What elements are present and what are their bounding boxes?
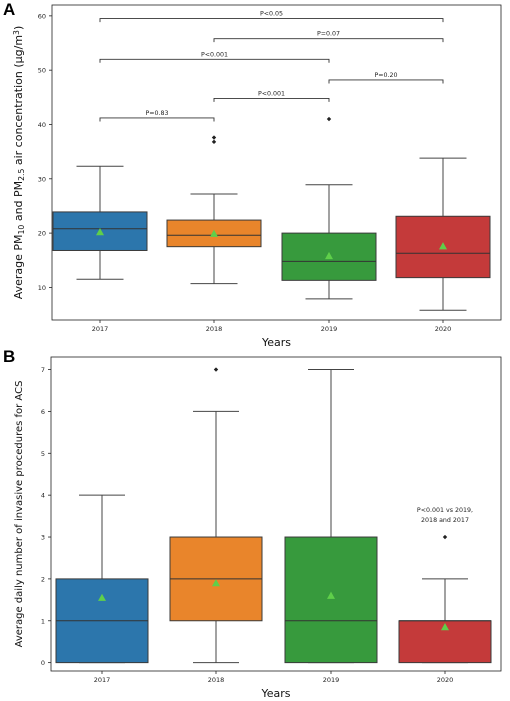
panel-b-label: B <box>3 347 16 366</box>
bracket-line <box>99 18 444 23</box>
chart1-ytick-label: 1 <box>41 617 45 625</box>
chart-a: 10 20 30 40 50 60 2017 2018 2019 2020 Years Average… <box>12 4 502 349</box>
chart0-significance-bracket: P<0.001 <box>213 90 330 102</box>
chart1-xtick-label: 2017 <box>94 676 111 684</box>
p-value-label: P<0.05 <box>260 11 283 18</box>
mean-marker <box>439 242 447 250</box>
chart0-box-2018 <box>166 135 262 285</box>
chart0-box-2020 <box>395 157 491 311</box>
panel-b: B 0 1 2 3 4 5 6 7 2017 2018 2019 2020 Years Average d… <box>0 347 510 701</box>
mean-marker <box>96 228 104 236</box>
box-body <box>284 536 378 664</box>
chart1-note-line: 2018 and 2017 <box>421 517 469 524</box>
chart0-xtick-label: 2017 <box>92 325 109 333</box>
outlier-point <box>211 139 217 145</box>
chart0-ytick-label: 30 <box>38 175 46 183</box>
chart0-xtick-label: 2020 <box>435 325 452 333</box>
chart1-ytick-label: 4 <box>41 492 45 500</box>
chart0-ytick-label: 10 <box>38 284 46 292</box>
p-value-label: P<0.001 <box>201 51 228 58</box>
chart1-box-2019 <box>284 369 378 664</box>
chart1-ytick-label: 7 <box>41 366 45 374</box>
outlier-point <box>213 367 219 372</box>
chart0-significance-bracket: P=0.83 <box>99 110 215 122</box>
mean-marker <box>327 591 335 599</box>
p-value-label: P=0.83 <box>145 110 168 117</box>
p-value-label: P=0.20 <box>374 72 397 79</box>
bracket-line <box>328 79 444 84</box>
chart1-box-2017 <box>55 494 149 664</box>
chart0-significance-bracket: P=0.20 <box>328 72 444 84</box>
chart1-ytick-label: 3 <box>41 534 45 542</box>
panel-a: A 10 20 30 40 50 60 2017 2018 2019 2020 Years Avera… <box>0 0 510 350</box>
chart1-ytick-label: 2 <box>41 575 45 583</box>
mean-marker <box>212 579 220 587</box>
bracket-line <box>99 58 330 63</box>
outlier-point <box>326 116 332 122</box>
mean-marker <box>210 229 218 237</box>
chart1-xtick-label: 2019 <box>323 676 340 684</box>
p-value-label: P=0.07 <box>317 31 340 38</box>
mean-marker <box>98 593 106 601</box>
chart0-xtick-label: 2019 <box>321 325 338 333</box>
chart0-ytick-label: 60 <box>38 12 46 20</box>
chart1-ytick-label: 0 <box>41 659 45 667</box>
chart1-ytick-label: 5 <box>41 450 45 458</box>
chart1-box-2020 <box>398 534 492 664</box>
chart0-significance-bracket: P<0.05 <box>99 11 444 23</box>
chart0-significance-bracket: P=0.07 <box>213 31 444 43</box>
bracket-line <box>213 38 444 43</box>
chart0-ytick-label: 20 <box>38 230 46 238</box>
chart0-y-axis-label: Average PM10 and PM2.5 air concentration… <box>12 26 26 300</box>
chart0-plot-frame <box>51 4 502 321</box>
chart1-note-line: P<0.001 vs 2019, <box>417 507 473 514</box>
chart0-ytick-label: 50 <box>38 67 46 75</box>
chart1-plot-frame <box>50 356 502 672</box>
chart0-significance-bracket: P<0.001 <box>99 51 330 63</box>
p-value-label: P<0.001 <box>258 90 285 97</box>
mean-marker <box>441 623 449 631</box>
chart1-x-axis-label: Years <box>260 687 290 700</box>
chart1-xtick-label: 2018 <box>208 676 225 684</box>
outlier-point <box>442 534 448 540</box>
chart1-ytick-label: 6 <box>41 408 45 416</box>
chart0-ytick-label: 40 <box>38 121 46 129</box>
chart1-box-2018 <box>169 367 263 664</box>
bracket-line <box>213 97 330 102</box>
bracket-line <box>99 117 215 122</box>
chart0-box-2017 <box>52 165 148 280</box>
mean-marker <box>325 251 333 260</box>
chart1-xtick-label: 2020 <box>437 676 454 684</box>
panel-a-label: A <box>3 0 16 19</box>
chart0-x-axis-label: Years <box>261 336 291 349</box>
chart-b: 0 1 2 3 4 5 6 7 2017 2018 2019 2020 Years Average dai… <box>14 356 502 700</box>
chart0-box-2019 <box>281 116 377 300</box>
chart1-y-axis-label: Average daily number of invasive procedu… <box>14 381 25 648</box>
chart0-xtick-label: 2018 <box>206 325 223 333</box>
outlier-point <box>211 135 217 140</box>
